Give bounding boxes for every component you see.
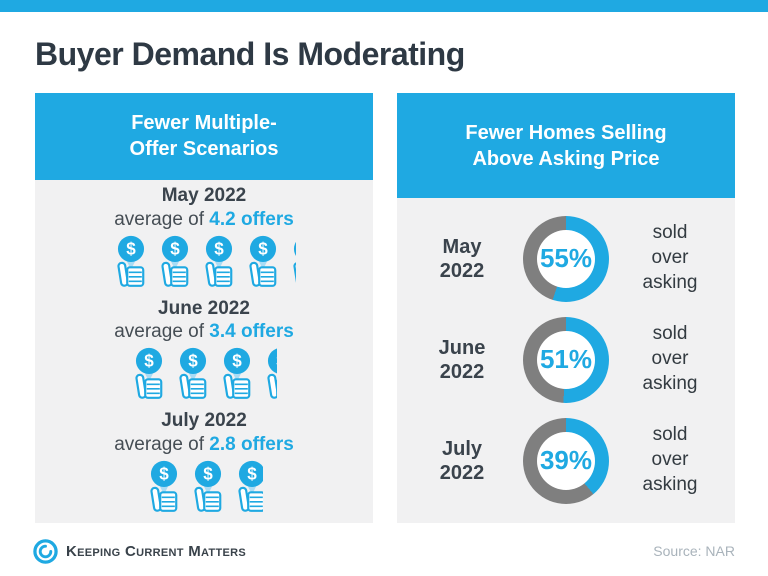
donut-chart: 39% (523, 417, 609, 504)
donut-percentage: 39% (539, 445, 593, 475)
dollar-thumbs-up-icon: $ (175, 347, 211, 400)
page-title: Buyer Demand Is Moderating (35, 36, 465, 72)
dollar-thumbs-up-icon: $ (190, 460, 226, 513)
dollar-thumbs-up-icon: $ (131, 347, 167, 400)
offer-icons-row: $ $ $ (35, 460, 373, 514)
dollar-thumbs-up-icon: $ (113, 235, 149, 288)
offer-icons-row: $ $ $ (35, 347, 373, 401)
donut-chart: 51% (523, 316, 609, 403)
footer: Keeping Current Matters Source: NAR (33, 536, 735, 566)
dollar-thumbs-up-icon-partial: $ (263, 347, 277, 400)
svg-text:$: $ (247, 465, 257, 484)
offer-row-may: May 2022 average of 4.2 offers $ $ (35, 185, 373, 289)
donut-percentage: 55% (539, 243, 593, 273)
panels-container: Fewer Multiple- Offer Scenarios May 2022… (35, 93, 735, 523)
dollar-thumbs-up-icon: $ (289, 235, 296, 288)
kcm-swirl-logo-icon (33, 538, 58, 564)
offer-icons-row: $ $ $ (35, 235, 373, 289)
svg-text:$: $ (144, 352, 154, 371)
dollar-thumbs-up-icon-partial: $ (289, 235, 296, 288)
dollar-thumbs-up-icon-partial: $ (234, 460, 263, 513)
donuts-panel-body: May 2022 55% sold over asking June 2022 … (397, 198, 735, 523)
donut-chart: 55% (523, 215, 609, 302)
dollar-thumbs-up-icon: $ (201, 235, 237, 288)
donut-month-label: June 2022 (438, 336, 486, 383)
svg-text:$: $ (276, 352, 277, 371)
svg-text:$: $ (170, 239, 180, 258)
dollar-thumbs-up-icon: $ (157, 235, 193, 288)
offer-average-value: 3.4 offers (209, 321, 294, 343)
offer-average-value: 4.2 offers (209, 208, 294, 230)
source-note: Source: NAR (653, 543, 735, 559)
svg-text:$: $ (126, 239, 136, 258)
offer-row-june: June 2022 average of 3.4 offers $ $ (35, 298, 373, 402)
svg-text:$: $ (232, 352, 242, 371)
svg-text:$: $ (203, 465, 213, 484)
svg-text:$: $ (214, 239, 224, 258)
dollar-thumbs-up-icon: $ (146, 460, 182, 513)
kcm-logo-text: Keeping Current Matters (66, 542, 246, 560)
dollar-thumbs-up-icon: $ (245, 235, 281, 288)
donut-percentage: 51% (539, 344, 593, 374)
donut-hole (537, 229, 595, 288)
donuts-panel-header: Fewer Homes Selling Above Asking Price (397, 93, 735, 198)
donut-caption: sold over asking (642, 323, 698, 394)
offers-panel-header: Fewer Multiple- Offer Scenarios (35, 93, 373, 180)
offer-average-text: average of 4.2 offers (35, 209, 373, 231)
donut-hole (537, 431, 595, 490)
donut-hole (537, 330, 595, 389)
donut-month-label: July 2022 (439, 437, 485, 484)
donut-month-label: May 2022 (439, 235, 485, 282)
donuts-panel: Fewer Homes Selling Above Asking Price M… (397, 93, 735, 523)
offer-month-label: June 2022 (158, 297, 250, 319)
offers-panel-body: May 2022 average of 4.2 offers $ $ (35, 180, 373, 523)
offers-panel: Fewer Multiple- Offer Scenarios May 2022… (35, 93, 373, 523)
offer-average-prefix: average of (114, 321, 210, 343)
dollar-thumbs-up-icon: $ (263, 347, 277, 400)
offer-row-july: July 2022 average of 2.8 offers $ $ (35, 410, 373, 514)
svg-text:$: $ (159, 465, 169, 484)
offer-average-prefix: average of (114, 434, 210, 456)
donut-caption: sold over asking (642, 222, 698, 293)
offer-average-text: average of 2.8 offers (35, 434, 373, 456)
offer-average-text: average of 3.4 offers (35, 321, 373, 343)
offer-average-value: 2.8 offers (209, 434, 294, 456)
svg-text:$: $ (258, 239, 268, 258)
offer-month-label: July 2022 (161, 410, 247, 432)
donut-row-july: July 2022 39% sold over asking (397, 410, 735, 511)
dollar-thumbs-up-icon: $ (234, 460, 263, 513)
donut-row-may: May 2022 55% sold over asking (397, 208, 735, 309)
offer-month-label: May 2022 (161, 184, 247, 206)
dollar-thumbs-up-icon: $ (219, 347, 255, 400)
svg-text:$: $ (188, 352, 198, 371)
offer-average-prefix: average of (114, 208, 210, 230)
donut-row-june: June 2022 51% sold over asking (397, 309, 735, 410)
donut-caption: sold over asking (642, 424, 698, 495)
top-accent-bar (0, 0, 768, 12)
